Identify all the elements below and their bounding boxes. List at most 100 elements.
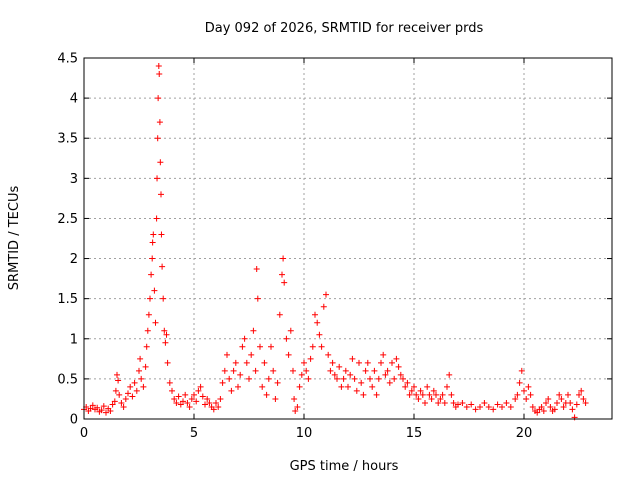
data-point	[259, 383, 266, 390]
data-point	[303, 367, 310, 374]
data-point	[389, 359, 395, 366]
data-point	[166, 379, 173, 386]
data-point	[155, 63, 162, 70]
data-point	[158, 231, 165, 238]
data-point	[158, 191, 164, 198]
data-point	[272, 395, 279, 402]
data-point	[281, 279, 288, 286]
data-point	[133, 387, 140, 394]
data-point	[160, 295, 167, 302]
data-point	[131, 379, 138, 386]
data-point	[175, 393, 182, 400]
data-point	[329, 359, 336, 366]
data-point	[226, 375, 233, 382]
data-point	[279, 271, 285, 278]
plot-frame	[83, 57, 613, 420]
data-point	[152, 319, 159, 326]
data-point	[567, 399, 574, 406]
data-point	[419, 391, 426, 398]
data-point	[241, 335, 248, 342]
data-point	[314, 319, 321, 326]
data-point	[125, 390, 131, 397]
axis-ticks	[83, 57, 612, 420]
data-point	[298, 371, 305, 378]
data-point	[459, 399, 466, 406]
data-point	[441, 399, 448, 406]
data-point	[538, 403, 545, 410]
data-point	[163, 331, 170, 338]
data-point	[136, 367, 142, 374]
data-point	[406, 391, 413, 398]
x-tick-label: 10	[296, 426, 313, 441]
y-tick-label: 4	[70, 92, 78, 107]
data-point	[140, 383, 147, 390]
x-tick-label: 20	[516, 426, 533, 441]
data-point	[413, 391, 420, 398]
data-point	[378, 359, 384, 366]
data-point	[263, 391, 270, 398]
data-point	[448, 391, 455, 398]
x-axis-title: GPS time / hours	[290, 459, 399, 474]
data-point	[316, 331, 323, 338]
x-tick-label: 0	[80, 426, 88, 441]
data-point	[309, 343, 316, 350]
data-point	[554, 399, 560, 406]
data-point	[107, 407, 114, 414]
data-point	[446, 371, 453, 378]
data-point	[518, 367, 525, 374]
data-point	[494, 401, 501, 408]
data-point	[353, 387, 360, 394]
data-point	[248, 351, 255, 358]
data-point	[373, 391, 380, 398]
data-point	[280, 255, 287, 262]
data-point	[224, 351, 230, 358]
data-point	[424, 383, 431, 390]
data-point	[338, 383, 345, 390]
data-point	[230, 367, 237, 374]
data-point	[468, 401, 475, 408]
data-point	[270, 367, 277, 374]
data-point	[150, 231, 157, 238]
data-point	[257, 343, 263, 350]
data-point	[188, 395, 195, 402]
data-point	[307, 355, 314, 362]
data-point	[444, 383, 450, 390]
data-point	[503, 399, 510, 406]
data-point	[450, 399, 457, 406]
data-point	[411, 383, 417, 390]
data-point	[439, 391, 446, 398]
data-point	[161, 327, 168, 334]
data-point	[228, 387, 235, 394]
data-point	[382, 371, 389, 378]
data-point	[481, 399, 488, 406]
data-point	[345, 383, 351, 390]
data-point	[274, 379, 281, 386]
data-point	[177, 401, 184, 408]
data-point	[516, 379, 523, 386]
data-point	[129, 393, 136, 400]
data-point	[243, 359, 250, 366]
data-point	[320, 303, 327, 310]
data-point	[514, 391, 521, 398]
data-point	[149, 239, 156, 246]
data-point	[100, 403, 107, 410]
data-point	[512, 395, 519, 402]
data-point	[402, 383, 409, 390]
data-point	[323, 291, 329, 298]
data-point	[197, 383, 204, 390]
data-point	[404, 379, 411, 386]
data-series-srmtid	[81, 63, 589, 421]
data-point	[87, 405, 94, 412]
data-point	[148, 271, 155, 278]
data-point	[325, 351, 332, 358]
data-point	[569, 406, 576, 413]
data-point	[296, 383, 303, 390]
data-point	[499, 403, 505, 410]
data-point	[360, 391, 367, 398]
data-point	[294, 403, 301, 410]
data-point	[219, 379, 226, 386]
data-point	[576, 391, 582, 398]
data-point	[103, 409, 109, 416]
data-point	[426, 391, 433, 398]
x-tick-label: 5	[190, 426, 198, 441]
